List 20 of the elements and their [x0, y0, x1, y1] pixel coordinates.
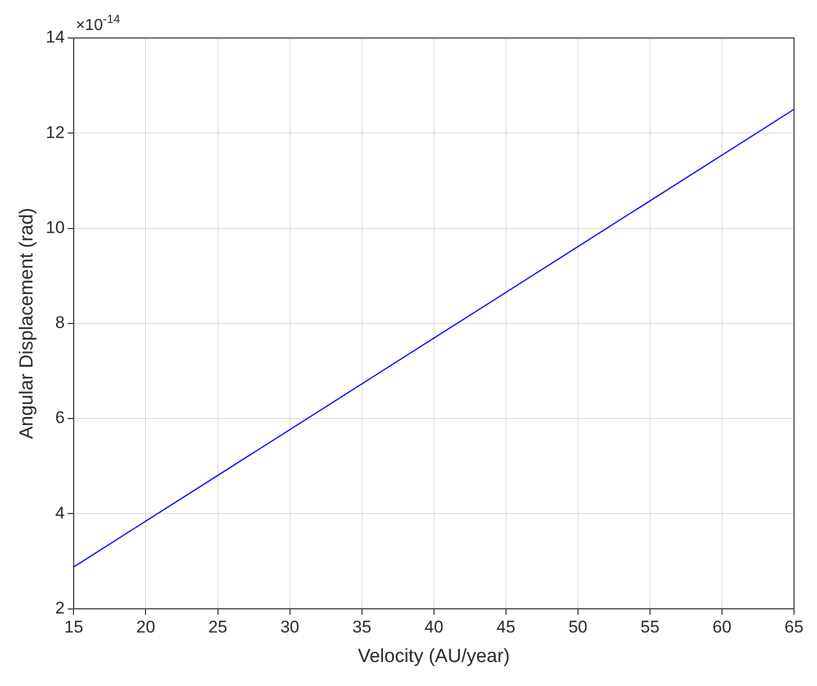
x-tick-label: 25 — [208, 618, 228, 637]
y-tick-label: 4 — [55, 503, 65, 522]
y-tick-label: 2 — [55, 598, 65, 618]
x-tick-label: 35 — [352, 618, 372, 637]
y-axis-title: Angular Displacement (rad) — [16, 208, 38, 440]
y-tick-label: 6 — [55, 408, 65, 428]
x-tick-label: 60 — [712, 618, 732, 637]
y-tick-label: 8 — [55, 313, 65, 332]
x-tick-label: 55 — [640, 618, 660, 637]
x-tick-label: 30 — [280, 618, 300, 637]
x-tick-label: 45 — [496, 618, 516, 637]
x-tick-label: 65 — [784, 618, 804, 637]
x-tick-label: 40 — [424, 618, 444, 637]
x-tick-label: 20 — [136, 618, 156, 637]
y-tick-label: 12 — [46, 122, 65, 142]
y-tick-label: 10 — [46, 218, 65, 237]
y-tick-label: 14 — [46, 28, 65, 47]
x-tick-label: 15 — [64, 618, 84, 637]
x-tick-label: 50 — [568, 618, 588, 637]
x-axis-title: Velocity (AU/year) — [358, 646, 510, 667]
